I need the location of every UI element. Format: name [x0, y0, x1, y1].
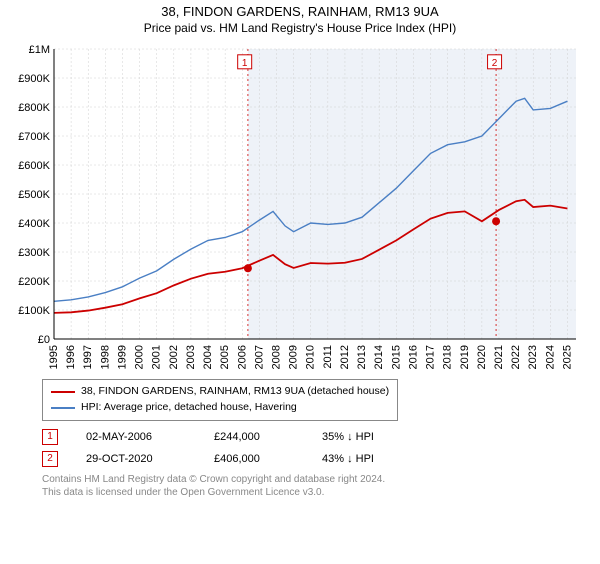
svg-text:2006: 2006 — [236, 345, 248, 369]
svg-text:2014: 2014 — [373, 345, 385, 369]
footer-line-1: Contains HM Land Registry data © Crown c… — [42, 473, 588, 486]
svg-text:1997: 1997 — [82, 345, 94, 369]
sale-marker-box: 1 — [42, 429, 58, 445]
svg-text:2022: 2022 — [510, 345, 522, 369]
price-chart: £0 £100K £200K £300K £400K £500K £600K £700K £80… — [12, 43, 588, 373]
sale-row: 2 29-OCT-2020 £406,000 43% ↓ HPI — [42, 451, 588, 467]
svg-text:1999: 1999 — [116, 345, 128, 369]
svg-text:£600K: £600K — [18, 160, 50, 172]
legend-row: 38, FINDON GARDENS, RAINHAM, RM13 9UA (d… — [51, 384, 389, 400]
svg-text:2021: 2021 — [493, 345, 505, 369]
svg-text:2025: 2025 — [561, 345, 573, 369]
sales-table: 1 02-MAY-2006 £244,000 35% ↓ HPI 2 29-OCT-202… — [42, 429, 588, 467]
svg-text:£800K: £800K — [18, 102, 50, 114]
sale-delta: 43% ↓ HPI — [322, 453, 374, 465]
legend-label: 38, FINDON GARDENS, RAINHAM, RM13 9UA (d… — [81, 384, 389, 400]
legend: 38, FINDON GARDENS, RAINHAM, RM13 9UA (d… — [42, 379, 398, 421]
legend-row: HPI: Average price, detached house, Have… — [51, 400, 389, 416]
legend-swatch — [51, 407, 75, 409]
svg-text:£100K: £100K — [18, 305, 50, 317]
chart-area: £0 £100K £200K £300K £400K £500K £600K £700K £80… — [12, 43, 588, 373]
svg-text:2018: 2018 — [442, 345, 454, 369]
svg-text:2016: 2016 — [407, 345, 419, 369]
sale-date: 29-OCT-2020 — [86, 453, 186, 465]
svg-text:£700K: £700K — [18, 131, 50, 143]
svg-text:£400K: £400K — [18, 218, 50, 230]
svg-text:2003: 2003 — [185, 345, 197, 369]
svg-text:2010: 2010 — [305, 345, 317, 369]
svg-text:2008: 2008 — [270, 345, 282, 369]
svg-text:2005: 2005 — [219, 345, 231, 369]
svg-text:2023: 2023 — [527, 345, 539, 369]
sale-delta: 35% ↓ HPI — [322, 431, 374, 443]
legend-label: HPI: Average price, detached house, Have… — [81, 400, 297, 416]
svg-text:2011: 2011 — [322, 345, 334, 369]
svg-text:2004: 2004 — [202, 345, 214, 369]
svg-text:2015: 2015 — [390, 345, 402, 369]
footer-line-2: This data is licensed under the Open Gov… — [42, 486, 588, 499]
svg-text:2019: 2019 — [459, 345, 471, 369]
sale-price: £406,000 — [214, 453, 294, 465]
svg-text:£0: £0 — [38, 334, 50, 346]
svg-text:2009: 2009 — [288, 345, 300, 369]
svg-text:2: 2 — [492, 58, 498, 69]
svg-text:2017: 2017 — [425, 345, 437, 369]
svg-text:2020: 2020 — [476, 345, 488, 369]
svg-text:2000: 2000 — [134, 345, 146, 369]
sale-marker-box: 2 — [42, 451, 58, 467]
svg-text:2013: 2013 — [356, 345, 368, 369]
page-title: 38, FINDON GARDENS, RAINHAM, RM13 9UA — [0, 4, 600, 19]
svg-text:£900K: £900K — [18, 73, 50, 85]
svg-text:1996: 1996 — [65, 345, 77, 369]
legend-swatch — [51, 391, 75, 393]
svg-text:2012: 2012 — [339, 345, 351, 369]
svg-text:2002: 2002 — [168, 345, 180, 369]
svg-text:2007: 2007 — [253, 345, 265, 369]
sale-row: 1 02-MAY-2006 £244,000 35% ↓ HPI — [42, 429, 588, 445]
svg-text:£200K: £200K — [18, 276, 50, 288]
svg-text:£300K: £300K — [18, 247, 50, 259]
sale-price: £244,000 — [214, 431, 294, 443]
page-subtitle: Price paid vs. HM Land Registry's House … — [0, 21, 600, 35]
sale-date: 02-MAY-2006 — [86, 431, 186, 443]
svg-text:2001: 2001 — [151, 345, 163, 369]
svg-text:1995: 1995 — [48, 345, 60, 369]
svg-text:£1M: £1M — [29, 44, 50, 56]
svg-text:1: 1 — [242, 58, 248, 69]
svg-text:£500K: £500K — [18, 189, 50, 201]
svg-text:2024: 2024 — [544, 345, 556, 369]
footer-attribution: Contains HM Land Registry data © Crown c… — [42, 473, 588, 499]
svg-text:1998: 1998 — [99, 345, 111, 369]
